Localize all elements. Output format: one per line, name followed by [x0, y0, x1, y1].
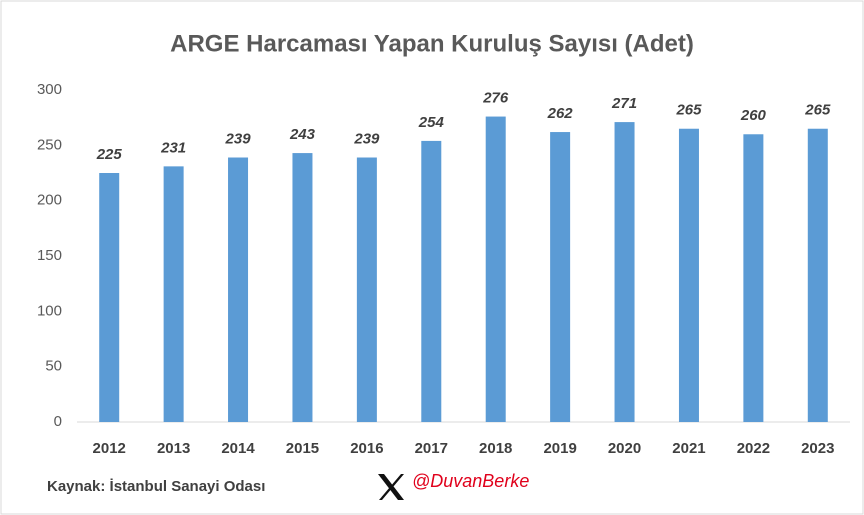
data-label: 254 [418, 114, 445, 131]
bar [485, 116, 506, 422]
bar [163, 166, 184, 422]
chart-title: ARGE Harcaması Yapan Kuruluş Sayısı (Ade… [170, 30, 694, 57]
bar [356, 157, 377, 423]
x-tick-label: 2019 [543, 440, 576, 457]
y-tick-label: 100 [37, 302, 62, 319]
credit: @DuvanBerke [412, 471, 529, 491]
y-tick-label: 150 [37, 247, 62, 264]
x-tick-label: 2020 [608, 440, 641, 457]
bar [743, 134, 764, 422]
bar [99, 173, 120, 422]
x-tick-label: 2018 [479, 440, 512, 457]
y-tick-label: 50 [45, 358, 62, 375]
y-tick-label: 200 [37, 192, 62, 209]
x-logo [378, 474, 404, 500]
x-tick-label: 2015 [286, 440, 319, 457]
data-label: 239 [225, 130, 252, 147]
bar [292, 153, 313, 422]
data-label: 276 [482, 90, 509, 107]
data-label: 265 [675, 102, 702, 119]
x-tick-label: 2012 [93, 440, 126, 457]
data-label: 231 [160, 139, 186, 156]
bar [421, 140, 442, 422]
x-tick-label: 2022 [737, 440, 770, 457]
x-tick-label: 2014 [221, 440, 255, 457]
data-label: 239 [353, 130, 380, 147]
data-label: 262 [547, 105, 574, 122]
data-label: 260 [740, 107, 767, 124]
x-tick-label: 2021 [672, 440, 705, 457]
bar [614, 122, 635, 423]
data-label: 271 [611, 95, 637, 112]
x-tick-label: 2023 [801, 440, 834, 457]
bar [228, 157, 249, 423]
y-tick-label: 0 [54, 413, 62, 430]
source: Kaynak: İstanbul Sanayi Odası [47, 478, 265, 495]
x-tick-label: 2013 [157, 440, 190, 457]
bar [678, 128, 699, 422]
data-label: 225 [96, 146, 123, 163]
y-tick-label: 250 [37, 136, 62, 153]
x-tick-label: 2017 [415, 440, 448, 457]
bar [807, 128, 828, 422]
bar [550, 132, 571, 422]
x-tick-label: 2016 [350, 440, 383, 457]
y-tick-label: 300 [37, 81, 62, 98]
data-label: 265 [804, 102, 831, 119]
data-label: 243 [289, 126, 316, 143]
